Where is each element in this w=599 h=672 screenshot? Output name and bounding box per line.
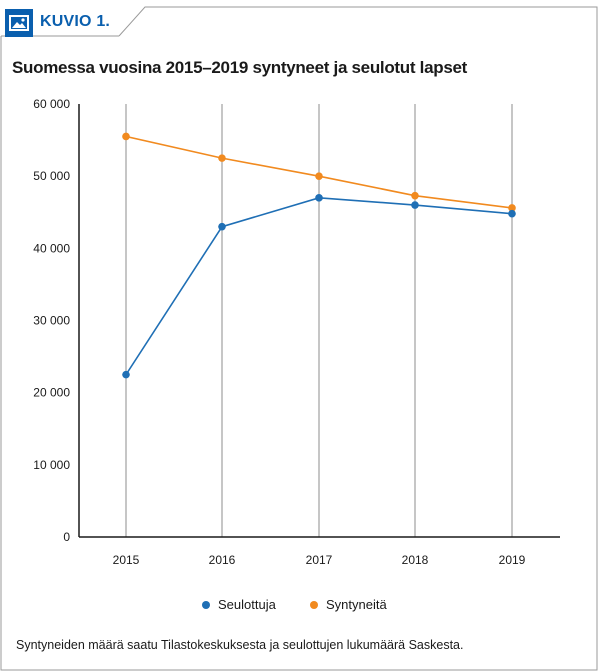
legend-label-seulottuja: Seulottuja bbox=[218, 597, 276, 612]
y-tick-label: 30 000 bbox=[33, 314, 70, 328]
x-tick-label: 2018 bbox=[402, 553, 429, 567]
chart-legend: Seulottuja Syntyneitä bbox=[0, 597, 599, 617]
x-tick-label: 2017 bbox=[306, 553, 333, 567]
data-point-seulottuja bbox=[315, 194, 323, 202]
legend-marker-seulottuja bbox=[202, 600, 210, 609]
data-point-syntyneita bbox=[122, 132, 130, 141]
chart-footnote: Syntyneiden määrä saatu Tilastokeskukses… bbox=[16, 638, 464, 652]
x-tick-label: 2016 bbox=[209, 553, 236, 567]
y-tick-label: 40 000 bbox=[33, 241, 70, 255]
data-point-syntyneita bbox=[508, 204, 516, 212]
x-tick-label: 2015 bbox=[113, 553, 140, 567]
data-point-seulottuja bbox=[411, 201, 419, 209]
data-point-seulottuja bbox=[122, 370, 130, 379]
legend-item-syntyneita: Syntyneitä bbox=[310, 597, 387, 612]
data-point-seulottuja bbox=[508, 209, 516, 218]
y-tick-label: 10 000 bbox=[33, 458, 70, 472]
data-point-seulottuja bbox=[218, 222, 226, 231]
image-icon bbox=[5, 9, 33, 37]
legend-item-seulottuja: Seulottuja bbox=[202, 597, 276, 612]
y-tick-label: 20 000 bbox=[33, 386, 70, 400]
data-point-syntyneita bbox=[218, 154, 226, 162]
figure-label: KUVIO 1. bbox=[40, 13, 111, 30]
chart-title: Suomessa vuosina 2015–2019 syntyneet ja … bbox=[12, 58, 467, 77]
legend-marker-syntyneita bbox=[310, 600, 318, 609]
y-tick-label: 60 000 bbox=[33, 97, 70, 111]
y-tick-label: 0 bbox=[63, 530, 70, 544]
data-point-syntyneita bbox=[315, 172, 323, 180]
data-point-syntyneita bbox=[411, 191, 419, 200]
x-tick-label: 2019 bbox=[499, 553, 526, 567]
legend-label-syntyneita: Syntyneitä bbox=[326, 597, 387, 612]
y-tick-label: 50 000 bbox=[33, 169, 70, 183]
